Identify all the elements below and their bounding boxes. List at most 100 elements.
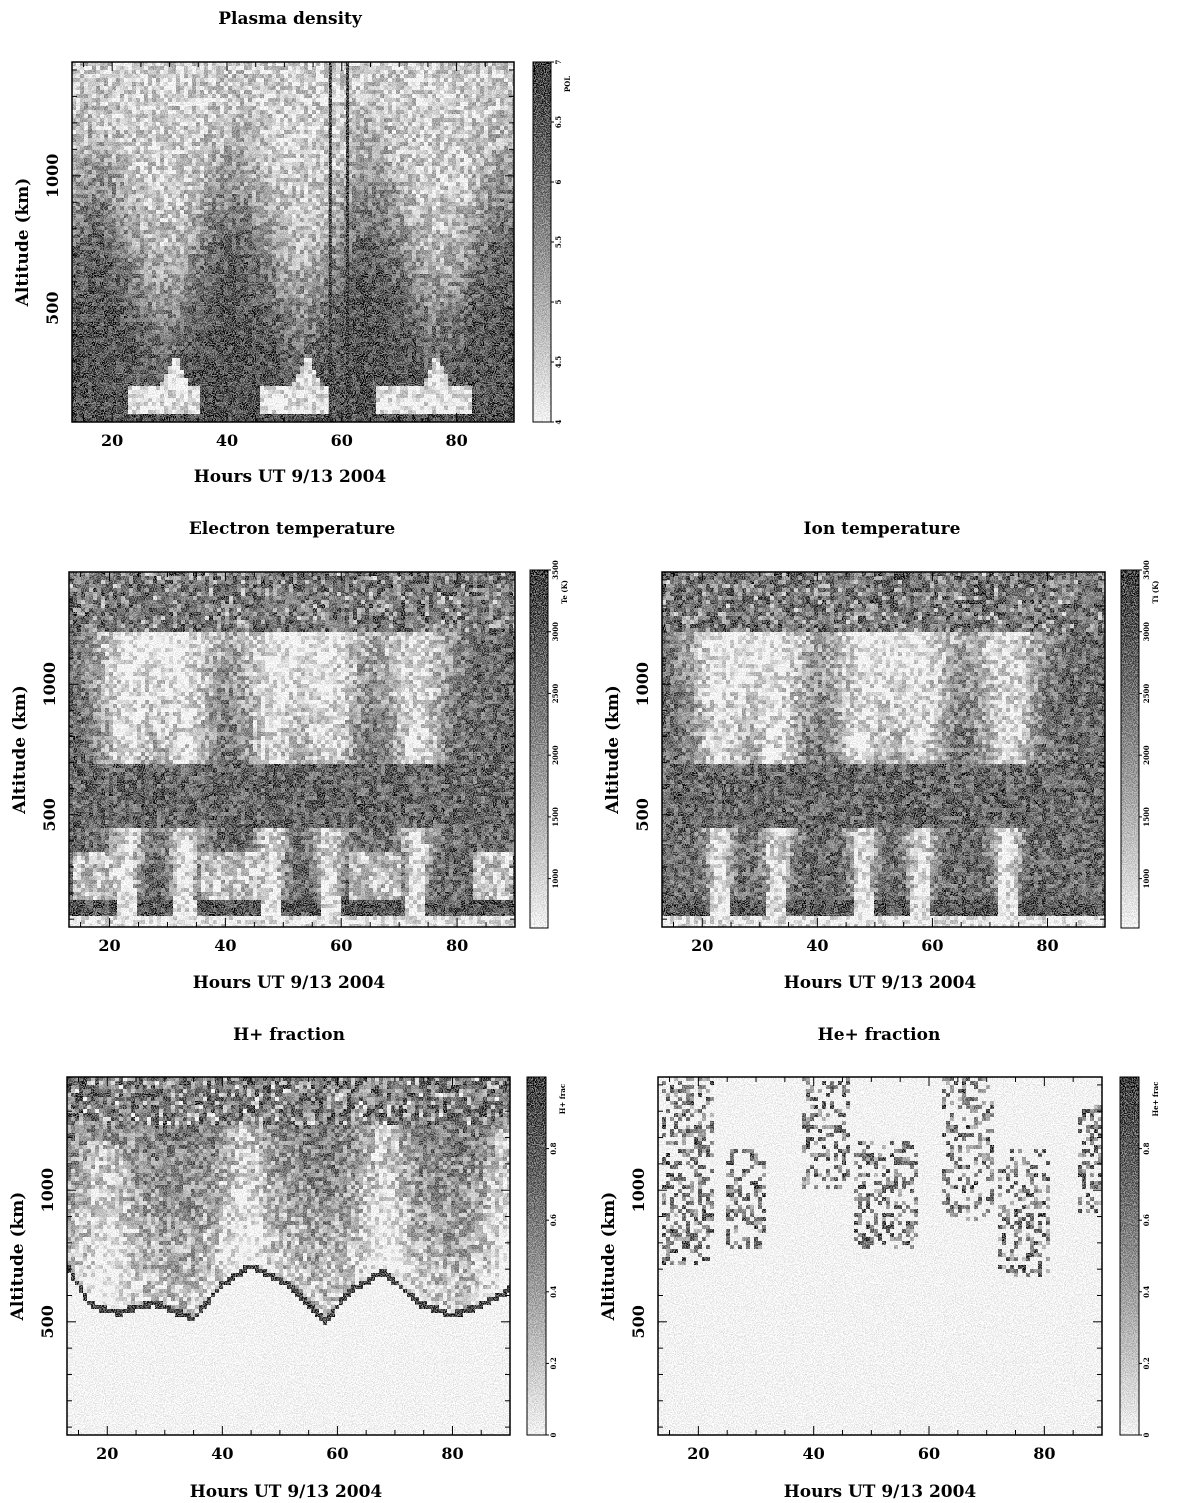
colorbar-tick-label: 0.6 [1142,1214,1151,1226]
x-tick-label: 40 [211,1444,233,1463]
y-tick-label: 1000 [38,1168,57,1213]
y-tick-label: 1000 [633,662,652,707]
heatmap-cells [72,62,514,422]
y-tick-label: 500 [629,1305,648,1338]
x-tick-label: 60 [921,936,943,955]
colorbar-tick-label: 3500 [1142,560,1151,580]
colorbar-tick-label: 5.5 [554,236,563,248]
colorbar: 0 0.2 0.4 0.6 0.8 He+ frac [1119,1076,1160,1437]
x-axis-label: Hours UT 9/13 2004 [784,973,977,993]
heatmap-image [662,572,1105,927]
x-tick-label: 20 [691,936,713,955]
colorbar-gradient [533,62,551,422]
colorbar-tick-label: 2000 [1142,745,1151,765]
x-axis-label: Hours UT 9/13 2004 [193,973,386,993]
colorbar-tick-label: 0.4 [549,1286,558,1298]
y-axis-label: Altitude (km) [10,685,30,815]
x-tick-label: 60 [326,1444,348,1463]
panel-h-plus-fraction: H+ fraction 20 40 60 80 500 1000 Hours UT 9/13 … [8,1025,567,1502]
colorbar-tick-label: 0.4 [1142,1286,1151,1298]
x-tick-label: 80 [1036,936,1058,955]
heatmap-cells [67,1077,510,1325]
y-tick-label: 500 [43,291,62,324]
x-tick-label: 20 [98,936,120,955]
heatmap-image [69,572,515,927]
heatmap-image [658,1077,1102,1435]
x-tick-label: 40 [214,936,236,955]
colorbar-tick-label: 0.6 [549,1214,558,1226]
y-axis-label: Altitude (km) [8,1192,28,1322]
x-tick-label: 80 [446,936,468,955]
colorbar-label: Ti (K) [1151,580,1160,603]
colorbar-frame [1120,569,1140,929]
x-tick-label: 20 [687,1444,709,1463]
heatmap-cells [69,572,515,927]
colorbar-gradient [527,1077,546,1435]
colorbar-tick-label: 6 [554,179,563,184]
panel-plasma-density: Plasma density 20 40 60 80 500 1000 Hours UT 9/… [13,9,572,487]
colorbar-frame [1119,1076,1140,1436]
colorbar-tick-label: 0.8 [549,1142,558,1154]
panel-electron-temperature: Electron temperature 20 40 60 80 500 1000 Hours… [10,519,569,993]
colorbar-tick-label: 2500 [551,684,560,704]
colorbar-tick-label: 3500 [551,560,560,580]
x-tick-label: 20 [96,1444,118,1463]
y-tick-label: 1000 [40,662,59,707]
panel-title: Ion temperature [804,519,961,539]
colorbar-gradient [530,570,548,928]
heatmap-cells [662,1077,1102,1277]
colorbar-gradient [1121,570,1139,928]
panel-title: H+ fraction [233,1025,345,1045]
colorbar-frame [526,1076,547,1436]
x-tick-label: 80 [441,1444,463,1463]
colorbar-tick-label: 4 [554,419,563,424]
plot-frame [657,1076,1103,1436]
plot-frame [68,571,516,928]
colorbar-tick-label: 0.8 [1142,1142,1151,1154]
colorbar: 4 4.5 5 5.5 6 6.5 7 POL [532,59,572,424]
colorbar-gradient [1120,1077,1139,1435]
x-tick-label: 40 [803,1444,825,1463]
x-tick-label: 80 [445,431,467,450]
y-tick-label: 500 [40,798,59,831]
x-tick-label: 40 [806,936,828,955]
y-axis-label: Altitude (km) [599,1192,619,1322]
x-tick-label: 80 [1033,1444,1055,1463]
colorbar-tick-label: 1500 [551,807,560,827]
colorbar-frame [529,569,549,929]
colorbar-tick-label: 4.5 [554,356,563,368]
colorbar-tick-label: 2000 [551,745,560,765]
dark-streak [346,62,350,422]
y-tick-label: 500 [633,798,652,831]
dark-streak [328,62,332,422]
y-tick-label: 1000 [43,154,62,199]
y-tick-label: 1000 [629,1168,648,1213]
colorbar-tick-label: 1500 [1142,807,1151,827]
colorbar-label: H+ frac [558,1084,567,1114]
colorbar-tick-label: 0 [549,1432,558,1437]
colorbar-tick-label: 0.2 [549,1357,558,1369]
panel-title: Electron temperature [189,519,396,539]
x-axis-label: Hours UT 9/13 2004 [194,467,387,487]
x-tick-label: 60 [330,936,352,955]
colorbar-tick-label: 0 [1142,1432,1151,1437]
colorbar-tick-label: 1000 [551,869,560,889]
y-tick-label: 500 [38,1305,57,1338]
colorbar-tick-label: 3000 [551,622,560,642]
plot-frame [66,1076,511,1436]
colorbar-tick-label: 7 [554,59,563,64]
panel-title: He+ fraction [818,1025,941,1045]
heatmap-image [72,62,514,422]
colorbar-tick-label: 1000 [1142,869,1151,889]
colorbar-tick-label: 5 [554,299,563,304]
x-tick-label: 60 [918,1444,940,1463]
heatmap-image [67,1077,510,1435]
colorbar-tick-label: 6.5 [554,116,563,128]
plot-frame [661,571,1106,928]
x-tick-label: 60 [331,431,353,450]
colorbar-label: POL [563,76,572,92]
colorbar-tick-label: 3000 [1142,622,1151,642]
